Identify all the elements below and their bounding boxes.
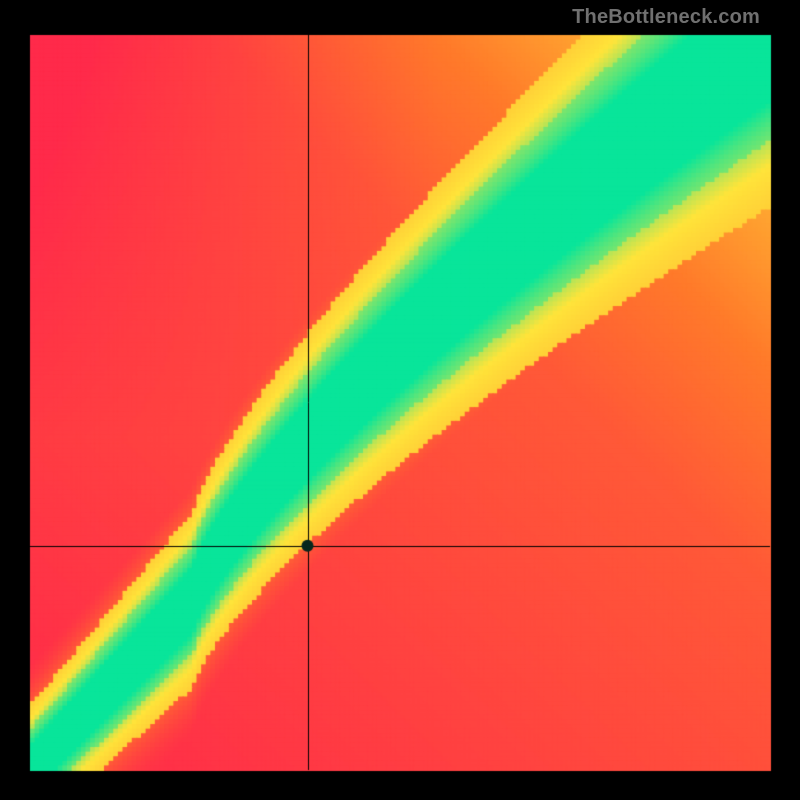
- watermark-text: TheBottleneck.com: [572, 6, 760, 29]
- bottleneck-heatmap: [0, 0, 800, 800]
- chart-container: TheBottleneck.com: [0, 0, 800, 800]
